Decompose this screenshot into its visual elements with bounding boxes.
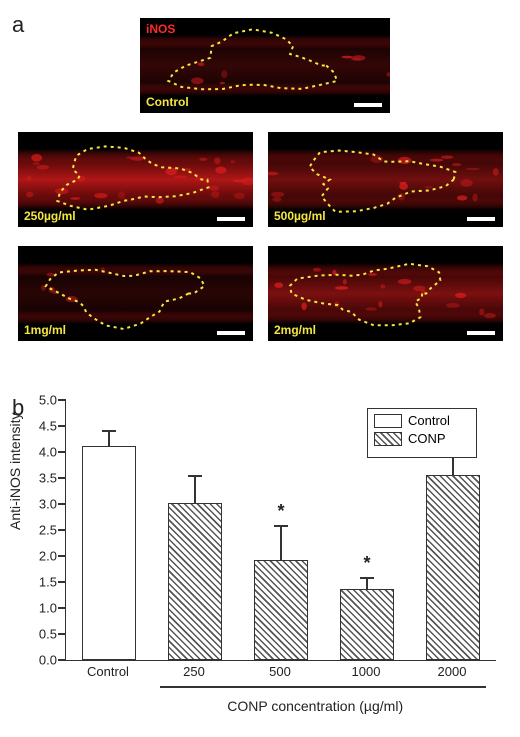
scale-bar bbox=[217, 331, 245, 335]
scale-bar bbox=[354, 103, 382, 107]
x-axis-label: CONP concentration (µg/ml) bbox=[227, 698, 403, 714]
bar-500 bbox=[254, 560, 307, 660]
bar-2000 bbox=[426, 475, 479, 660]
x-tick-label: 2000 bbox=[438, 664, 467, 679]
x-tick-label: 1000 bbox=[352, 664, 381, 679]
micrograph-250: 250µg/ml bbox=[18, 132, 253, 227]
marker-label: iNOS bbox=[146, 22, 175, 36]
x-tick-label: 250 bbox=[183, 664, 205, 679]
micrograph-control: iNOS Control bbox=[140, 18, 390, 113]
legend-swatch bbox=[374, 414, 402, 428]
y-tick-label: 1.5 bbox=[39, 575, 57, 590]
y-tick-label: 4.5 bbox=[39, 419, 57, 434]
legend-label: Control bbox=[408, 413, 450, 428]
scale-bar bbox=[467, 217, 495, 221]
micrograph-500: 500µg/ml bbox=[268, 132, 503, 227]
legend-item: Control bbox=[374, 413, 470, 428]
y-tick-label: 2.0 bbox=[39, 549, 57, 564]
y-tick-label: 0.0 bbox=[39, 653, 57, 668]
y-tick-label: 3.5 bbox=[39, 471, 57, 486]
bar-Control bbox=[82, 446, 135, 660]
x-tick-label: 500 bbox=[269, 664, 291, 679]
legend-swatch bbox=[374, 432, 402, 446]
panel-a-label: a bbox=[12, 12, 24, 38]
significance-marker: * bbox=[277, 501, 284, 522]
micrograph-label: 500µg/ml bbox=[274, 209, 326, 223]
panel-b: b ** Anti-iNOS intensity CONP concentrat… bbox=[0, 395, 520, 730]
panel-a: a iNOS Control 250µg/ml 500µg/ml 1mg/ml 2mg/m… bbox=[0, 0, 520, 380]
scale-bar bbox=[217, 217, 245, 221]
legend: Control CONP bbox=[367, 408, 477, 458]
significance-marker: * bbox=[363, 553, 370, 574]
micrograph-label: 250µg/ml bbox=[24, 209, 76, 223]
conp-group-line bbox=[160, 686, 487, 688]
bar-1000 bbox=[340, 589, 393, 660]
scale-bar bbox=[467, 331, 495, 335]
y-tick-label: 0.5 bbox=[39, 627, 57, 642]
micrograph-label: Control bbox=[146, 95, 189, 109]
legend-label: CONP bbox=[408, 431, 446, 446]
bar-250 bbox=[168, 503, 221, 660]
y-axis-label: Anti-iNOS intensity bbox=[7, 413, 23, 530]
legend-item: CONP bbox=[374, 431, 470, 446]
micrograph-label: 2mg/ml bbox=[274, 323, 316, 337]
y-tick-label: 3.0 bbox=[39, 497, 57, 512]
bar-chart: ** Anti-iNOS intensity CONP concentratio… bbox=[65, 400, 495, 680]
y-tick-label: 4.0 bbox=[39, 445, 57, 460]
micrograph-label: 1mg/ml bbox=[24, 323, 66, 337]
x-tick-label: Control bbox=[87, 664, 129, 679]
y-tick-label: 2.5 bbox=[39, 523, 57, 538]
micrograph-1mg: 1mg/ml bbox=[18, 246, 253, 341]
micrograph-2mg: 2mg/ml bbox=[268, 246, 503, 341]
y-tick-label: 5.0 bbox=[39, 393, 57, 408]
y-tick-label: 1.0 bbox=[39, 601, 57, 616]
